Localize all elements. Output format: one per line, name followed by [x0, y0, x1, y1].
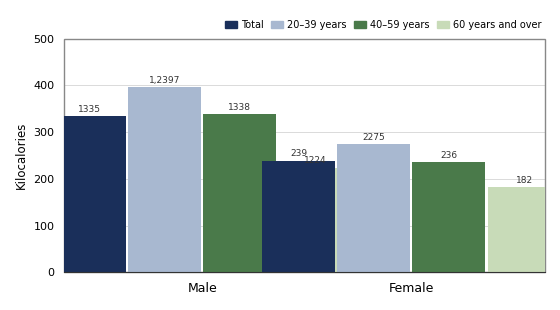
- Text: 2275: 2275: [362, 132, 385, 142]
- Text: 1335: 1335: [78, 104, 101, 113]
- Text: 182: 182: [516, 176, 533, 185]
- Bar: [262, 161, 335, 272]
- Bar: [278, 168, 352, 272]
- Text: 1224: 1224: [304, 156, 326, 165]
- Bar: [337, 144, 410, 272]
- Text: 239: 239: [290, 149, 307, 158]
- Bar: [53, 116, 126, 272]
- Y-axis label: Kilocalories: Kilocalories: [15, 122, 28, 189]
- Bar: [488, 187, 560, 272]
- Legend: Total, 20–39 years, 40–59 years, 60 years and over: Total, 20–39 years, 40–59 years, 60 year…: [221, 16, 545, 33]
- Text: 1,2397: 1,2397: [149, 76, 180, 85]
- Bar: [203, 114, 277, 272]
- Bar: [128, 87, 201, 272]
- Bar: [412, 162, 486, 272]
- Text: 1338: 1338: [228, 103, 251, 112]
- Text: 236: 236: [440, 151, 458, 160]
